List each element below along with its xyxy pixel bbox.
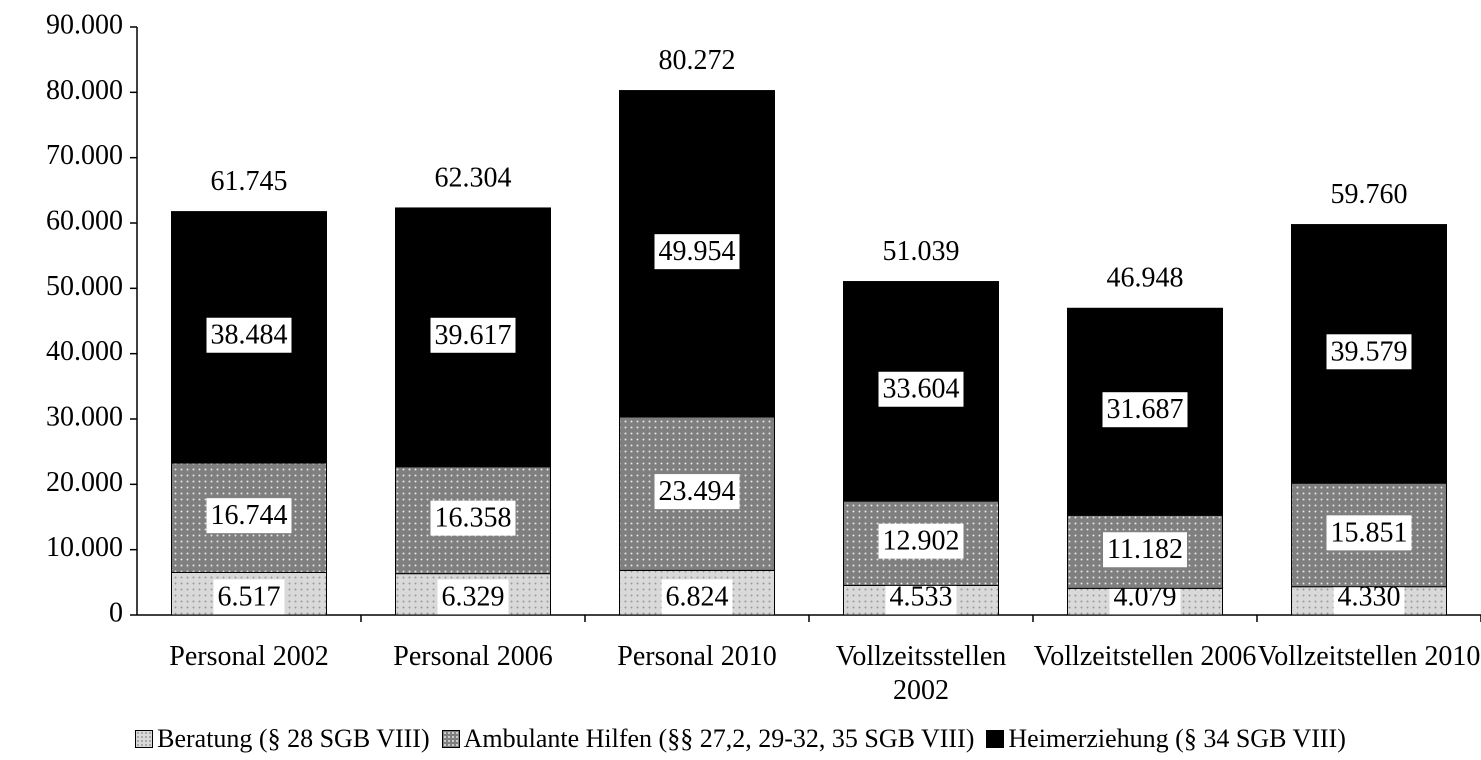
legend-item: Ambulante Hilfen (§§ 27,2, 29-32, 35 SGB… [441, 724, 975, 754]
y-tick-label: 40.000 [46, 336, 123, 367]
legend-label: Ambulante Hilfen (§§ 27,2, 29-32, 35 SGB… [463, 724, 975, 753]
y-tick-label: 80.000 [46, 75, 123, 106]
total-label: 61.745 [211, 166, 288, 197]
data-label: 39.579 [1331, 336, 1408, 367]
y-tick-label: 90.000 [46, 9, 123, 40]
data-label: 39.617 [435, 320, 512, 351]
legend: Beratung (§ 28 SGB VIII) Ambulante Hilfen… [0, 724, 1481, 754]
legend-label: Beratung (§ 28 SGB VIII) [157, 724, 430, 753]
y-tick-label: 60.000 [46, 205, 123, 236]
data-label-box [213, 579, 285, 615]
data-label: 33.604 [883, 374, 960, 405]
legend-item: Beratung (§ 28 SGB VIII) [135, 724, 430, 754]
data-label-box [430, 317, 516, 353]
data-label: 31.687 [1107, 394, 1184, 425]
data-label: 16.358 [435, 503, 512, 534]
data-label-box [878, 371, 964, 407]
data-label-box [206, 498, 292, 534]
data-label: 4.533 [890, 581, 953, 612]
data-label: 6.824 [666, 581, 729, 612]
legend-swatch [135, 730, 154, 748]
total-label: 51.039 [883, 236, 960, 267]
x-tick-label: Personal 2006 [393, 641, 553, 672]
data-label-box [1326, 515, 1412, 551]
data-label-box [661, 579, 733, 615]
legend-item: Heimerziehung (§ 34 SGB VIII) [986, 724, 1346, 754]
total-label: 62.304 [435, 162, 512, 193]
data-label: 6.329 [442, 581, 505, 612]
y-tick-label: 10.000 [46, 532, 123, 563]
data-label-box [1102, 392, 1188, 428]
y-tick-label: 50.000 [46, 271, 123, 302]
data-label: 11.182 [1107, 534, 1183, 565]
x-tick-label: Vollzeitstellen 2006 [1033, 641, 1257, 672]
data-label-box [430, 500, 516, 536]
data-label-box [437, 579, 509, 615]
legend-swatch [441, 730, 460, 748]
data-label: 38.484 [211, 320, 288, 351]
y-tick-label: 70.000 [46, 140, 123, 171]
data-label-box [1103, 532, 1187, 568]
y-tick-label: 30.000 [46, 401, 123, 432]
data-label-box [1326, 334, 1412, 370]
data-label-box [654, 474, 740, 510]
data-label: 49.954 [659, 236, 736, 267]
legend-swatch [986, 730, 1005, 748]
x-tick-label: Vollzeitstellen 2010 [1257, 641, 1481, 672]
data-label: 23.494 [659, 476, 736, 507]
data-label-box [654, 234, 740, 270]
data-label: 15.851 [1331, 517, 1408, 548]
total-label: 59.760 [1331, 179, 1408, 210]
x-tick-label: Vollzeitsstellen 2002 [835, 641, 1007, 706]
data-label-box [206, 317, 292, 353]
x-tick-label: Personal 2002 [169, 641, 329, 672]
total-label: 80.272 [659, 45, 736, 76]
data-label: 6.517 [218, 581, 281, 612]
x-tick-label: Personal 2010 [617, 641, 777, 672]
legend-label: Heimerziehung (§ 34 SGB VIII) [1008, 724, 1346, 753]
y-tick-label: 0 [109, 597, 123, 628]
data-label-box [878, 523, 964, 559]
data-label: 16.744 [211, 500, 288, 531]
y-tick-label: 20.000 [46, 467, 123, 498]
total-label: 46.948 [1107, 263, 1184, 294]
data-label: 12.902 [883, 526, 960, 557]
